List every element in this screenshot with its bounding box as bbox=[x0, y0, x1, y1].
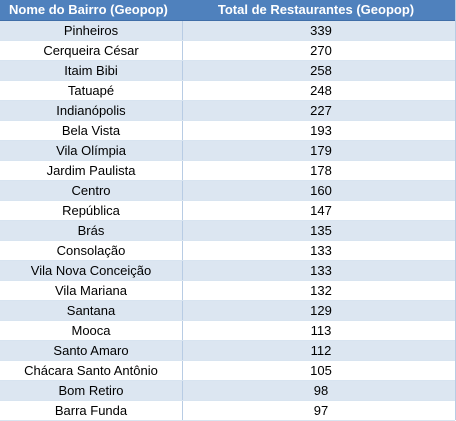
neighborhood-cell[interactable]: Cerqueira César bbox=[0, 41, 183, 60]
neighborhood-cell[interactable]: Vila Mariana bbox=[0, 281, 183, 300]
table-row[interactable]: Bela Vista 193 bbox=[0, 121, 455, 141]
restaurant-count-cell[interactable]: 97 bbox=[313, 403, 329, 418]
table-row[interactable]: Consolação 133 bbox=[0, 241, 455, 261]
table-row[interactable]: Cerqueira César 270 bbox=[0, 41, 455, 61]
restaurant-count-cell[interactable]: 339 bbox=[310, 23, 332, 38]
neighborhood-cell[interactable]: Brás bbox=[0, 221, 183, 240]
table-row[interactable]: Barra Funda 97 bbox=[0, 401, 455, 421]
table-row[interactable]: Centro 160 bbox=[0, 181, 455, 201]
neighborhood-cell[interactable]: Santo Amaro bbox=[0, 341, 183, 360]
restaurant-count-cell[interactable]: 133 bbox=[310, 243, 332, 258]
restaurant-count-cell[interactable]: 227 bbox=[310, 103, 332, 118]
restaurant-count-cell[interactable]: 135 bbox=[310, 223, 332, 238]
table-row[interactable]: Vila Nova Conceição 133 bbox=[0, 261, 455, 281]
neighborhood-cell[interactable]: Consolação bbox=[0, 241, 183, 260]
restaurant-count-cell[interactable]: 179 bbox=[310, 143, 332, 158]
table-row[interactable]: Bom Retiro 98 bbox=[0, 381, 455, 401]
neighborhood-cell[interactable]: Bela Vista bbox=[0, 121, 183, 140]
neighborhood-cell[interactable]: Barra Funda bbox=[0, 401, 183, 420]
neighborhood-cell[interactable]: Santana bbox=[0, 301, 183, 320]
table-row[interactable]: Vila Olímpia 179 bbox=[0, 141, 455, 161]
restaurant-count-cell[interactable]: 160 bbox=[310, 183, 332, 198]
column-header-neighborhood[interactable]: Nome do Bairro (Geopop) bbox=[9, 2, 168, 17]
table-row[interactable]: República 147 bbox=[0, 201, 455, 221]
neighborhood-cell[interactable]: Tatuapé bbox=[0, 81, 183, 100]
table-row[interactable]: Brás 135 bbox=[0, 221, 455, 241]
table-row[interactable]: Santo Amaro 112 bbox=[0, 341, 455, 361]
restaurant-count-cell[interactable]: 248 bbox=[310, 83, 332, 98]
restaurant-count-cell[interactable]: 129 bbox=[310, 303, 332, 318]
neighborhood-cell[interactable]: Indianópolis bbox=[0, 101, 183, 120]
neighborhood-cell[interactable]: Mooca bbox=[0, 321, 183, 340]
table-row[interactable]: Indianópolis 227 bbox=[0, 101, 455, 121]
neighborhood-cell[interactable]: Jardim Paulista bbox=[0, 161, 183, 180]
restaurant-count-cell[interactable]: 147 bbox=[310, 203, 332, 218]
table-row[interactable]: Chácara Santo Antônio 105 bbox=[0, 361, 455, 381]
neighborhood-cell[interactable]: Itaim Bibi bbox=[0, 61, 183, 80]
restaurant-count-cell[interactable]: 113 bbox=[310, 323, 332, 338]
restaurant-count-cell[interactable]: 133 bbox=[310, 263, 332, 278]
table-header-row: Nome do Bairro (Geopop) Total de Restaur… bbox=[0, 0, 455, 21]
restaurant-count-cell[interactable]: 270 bbox=[310, 43, 332, 58]
restaurant-count-cell[interactable]: 258 bbox=[310, 63, 332, 78]
restaurant-count-cell[interactable]: 193 bbox=[310, 123, 332, 138]
restaurant-count-cell[interactable]: 178 bbox=[310, 163, 332, 178]
neighborhood-cell[interactable]: Pinheiros bbox=[0, 21, 183, 40]
table-row[interactable]: Vila Mariana 132 bbox=[0, 281, 455, 301]
neighborhood-cell[interactable]: República bbox=[0, 201, 183, 220]
restaurant-count-cell[interactable]: 112 bbox=[310, 343, 332, 358]
restaurant-count-cell[interactable]: 105 bbox=[310, 363, 332, 378]
table-row[interactable]: Itaim Bibi 258 bbox=[0, 61, 455, 81]
neighborhood-cell[interactable]: Vila Nova Conceição bbox=[0, 261, 183, 280]
table-row[interactable]: Santana 129 bbox=[0, 301, 455, 321]
table-row[interactable]: Mooca 113 bbox=[0, 321, 455, 341]
table-row[interactable]: Tatuapé 248 bbox=[0, 81, 455, 101]
neighborhood-cell[interactable]: Bom Retiro bbox=[0, 381, 183, 400]
table-body: Pinheiros 339 Cerqueira César 270 Itaim … bbox=[0, 21, 455, 421]
table-row[interactable]: Pinheiros 339 bbox=[0, 21, 455, 41]
column-header-restaurant-total[interactable]: Total de Restaurantes (Geopop) bbox=[217, 2, 415, 17]
restaurant-count-cell[interactable]: 132 bbox=[310, 283, 332, 298]
table-row[interactable]: Jardim Paulista 178 bbox=[0, 161, 455, 181]
neighborhood-cell[interactable]: Centro bbox=[0, 181, 183, 200]
neighborhood-cell[interactable]: Vila Olímpia bbox=[0, 141, 183, 160]
restaurant-count-cell[interactable]: 98 bbox=[313, 383, 329, 398]
neighborhood-cell[interactable]: Chácara Santo Antônio bbox=[0, 361, 183, 380]
